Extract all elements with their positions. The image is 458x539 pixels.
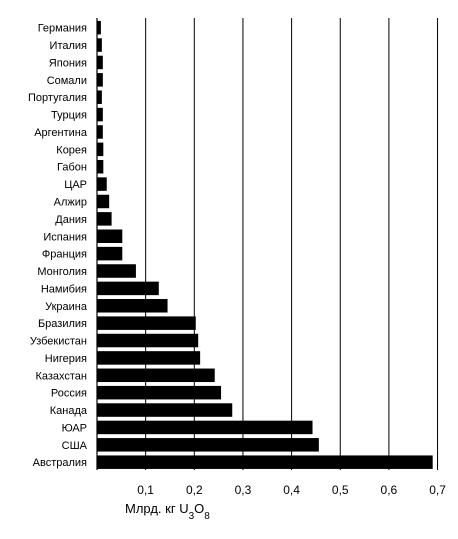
bar: [97, 299, 168, 313]
bar: [97, 333, 199, 348]
bar: [97, 385, 222, 400]
category-label: Турция: [51, 110, 87, 122]
category-label: Сомали: [47, 75, 87, 87]
bar: [97, 73, 103, 87]
category-label: Австралия: [33, 457, 87, 469]
x-axis-title-main: Млрд. кг U: [125, 501, 189, 516]
bar: [97, 20, 101, 35]
x-axis-title: Млрд. кг U3O8: [125, 501, 210, 522]
x-tick-label: 0,2: [186, 483, 203, 497]
bar: [97, 142, 104, 157]
category-label: Казахстан: [35, 370, 87, 382]
x-tick-label: 0,5: [332, 483, 349, 497]
category-label: Габон: [57, 162, 87, 174]
bar: [97, 403, 233, 417]
x-axis-title-sub2: 8: [204, 511, 210, 522]
category-label: Германия: [38, 23, 87, 35]
category-label: ЮАР: [62, 422, 87, 434]
category-label: Нигерия: [45, 353, 87, 365]
bar: [97, 455, 433, 469]
bar: [97, 212, 112, 226]
bar: [97, 351, 201, 365]
category-label: Япония: [49, 57, 87, 69]
category-label: ЦАР: [64, 179, 87, 191]
bar: [97, 368, 215, 383]
category-label: Узбекистан: [30, 336, 87, 348]
category-label: Монголия: [37, 266, 87, 278]
category-label: Аргентина: [34, 127, 88, 139]
category-label: Украина: [45, 301, 88, 313]
bar: [97, 38, 102, 52]
bars: [97, 20, 433, 469]
bar: [97, 159, 104, 174]
category-labels: Германия Италия Япония Сомали Португалия Турц…: [28, 23, 88, 470]
bar: [97, 90, 102, 104]
x-axis-title-sub1: 3: [189, 511, 195, 522]
category-label: Канада: [50, 405, 88, 417]
x-tick-label: 0,3: [235, 483, 252, 497]
category-label: Дания: [55, 214, 87, 226]
grid-lines: [145, 18, 439, 470]
category-label: Франция: [42, 249, 87, 261]
x-tick-label: 0,6: [381, 483, 398, 497]
bar: [97, 264, 136, 278]
bar: [97, 246, 123, 261]
x-tick-label: 0,7: [429, 483, 446, 497]
category-label: Намибия: [41, 283, 87, 295]
category-label: Россия: [51, 388, 87, 400]
category-label: Италия: [50, 40, 88, 52]
category-label: США: [62, 440, 88, 452]
bar: [97, 125, 103, 139]
category-label: Бразилия: [38, 318, 87, 330]
category-label: Корея: [56, 144, 87, 156]
bar: [97, 229, 123, 243]
category-label: Португалия: [28, 92, 87, 104]
category-label: Алжир: [54, 196, 87, 208]
x-axis-title-mid: O: [194, 501, 204, 516]
bar: [97, 177, 107, 191]
x-tick-label: 0,4: [283, 483, 300, 497]
x-ticks: 0,1 0,2 0,3 0,4 0,5 0,6 0,7: [137, 483, 446, 497]
category-label: Испания: [43, 231, 87, 243]
bar: [97, 281, 159, 296]
bar: [97, 420, 313, 435]
bar: [97, 316, 196, 330]
bar: [97, 194, 110, 209]
bar: [97, 55, 103, 70]
bar: [97, 438, 319, 452]
bar: [97, 107, 103, 122]
x-tick-label: 0,1: [137, 483, 154, 497]
